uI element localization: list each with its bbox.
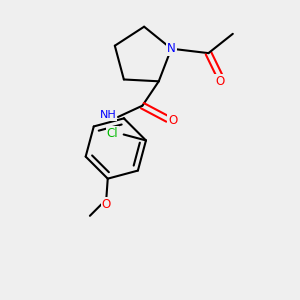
Text: NH: NH: [100, 110, 117, 121]
Text: N: N: [167, 42, 176, 55]
Text: O: O: [168, 114, 178, 127]
Text: Cl: Cl: [107, 127, 118, 140]
Text: O: O: [102, 198, 111, 211]
Text: O: O: [215, 75, 224, 88]
